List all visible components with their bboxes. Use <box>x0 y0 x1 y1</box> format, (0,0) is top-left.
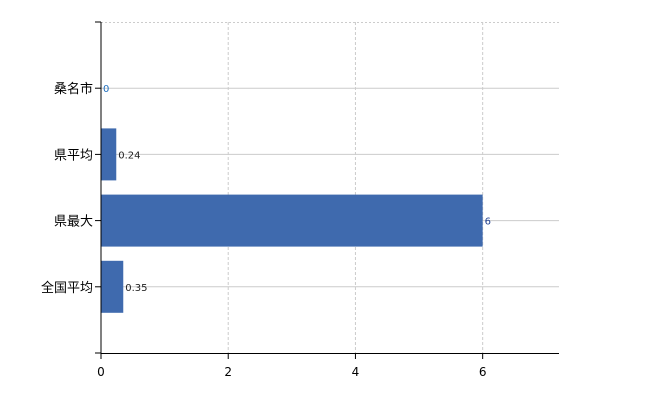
grid <box>101 22 559 353</box>
data-label: 0.24 <box>118 150 140 161</box>
data-label: 0 <box>103 84 109 95</box>
y-tick-label: 全国平均 <box>41 280 93 296</box>
y-tick-label: 県最大 <box>54 215 93 230</box>
bar <box>101 128 117 181</box>
x-tick-label: 0 <box>97 365 105 379</box>
x-tick-label: 4 <box>352 365 360 379</box>
data-label: 6 <box>485 217 491 228</box>
x-tick-label: 2 <box>224 365 232 379</box>
y-tick-label: 桑名市 <box>54 81 93 97</box>
bars: 0 0.24 6 0.35 <box>101 84 491 313</box>
bar <box>101 194 483 247</box>
x-tick-label: 6 <box>479 365 487 379</box>
bar <box>101 260 124 313</box>
data-label: 0.35 <box>125 283 147 294</box>
y-tick-label: 県平均 <box>54 148 93 163</box>
